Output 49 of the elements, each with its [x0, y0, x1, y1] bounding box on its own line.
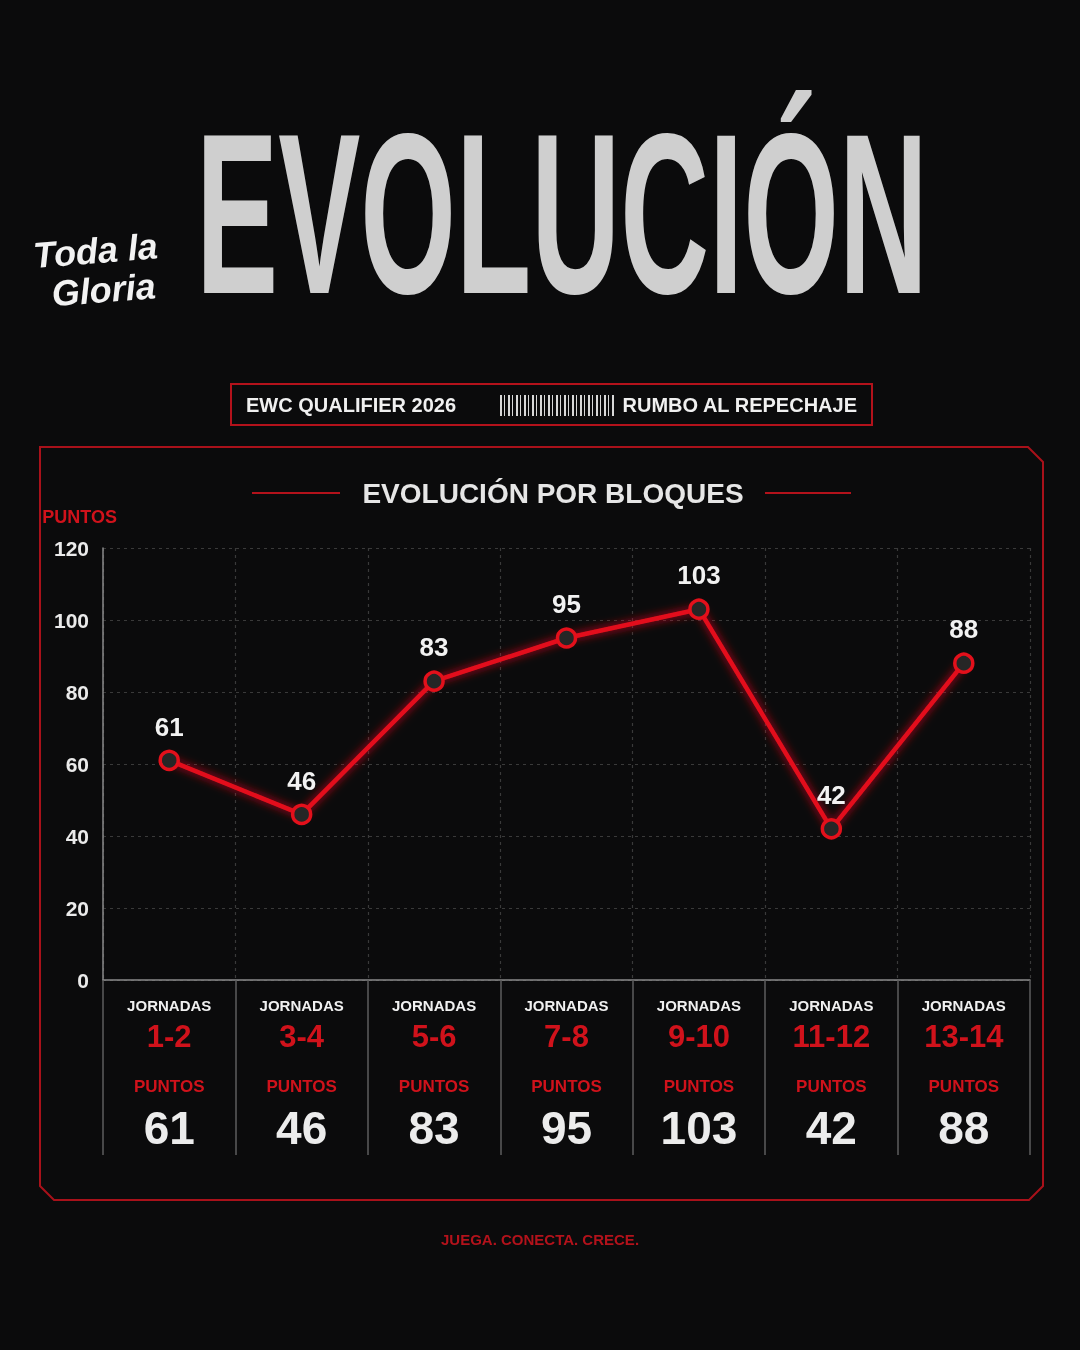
text: RUMBO AL REPECHAJE — [622, 394, 857, 416]
text: JUEGA. CONECTA. CRECE. — [440, 1230, 640, 1248]
x-tick-label: JORNADAS 11-12 — [789, 996, 874, 1054]
y-tick-label: 120 — [53, 536, 89, 560]
text: PUNTOS — [796, 1076, 867, 1096]
y-tick-label: 100 — [53, 608, 89, 632]
text: Toda la Gloria — [31, 224, 170, 315]
x-tick-label: JORNADAS 7-8 — [524, 996, 609, 1054]
data-label: 46 — [276, 1102, 328, 1154]
data-label: 103 — [660, 1102, 738, 1154]
y-axis-title: PUNTOS — [42, 507, 117, 527]
x-tick-label: JORNADAS 3-4 — [259, 996, 344, 1054]
text: 83 — [419, 632, 449, 663]
data-label: 83 — [408, 1102, 460, 1154]
text: 95 — [552, 589, 581, 620]
text: 61 — [154, 711, 184, 742]
y-tick-label: 80 — [65, 680, 89, 704]
point — [423, 670, 445, 692]
point — [688, 598, 710, 620]
data-label: 61 — [143, 1102, 195, 1154]
data-label: 88 — [938, 1102, 990, 1154]
text: PUNTOS — [928, 1076, 1000, 1096]
point — [158, 749, 180, 772]
y-tick-label: 0 — [77, 968, 89, 992]
x-tick-label: JORNADAS 9-10 — [656, 996, 742, 1054]
text: PUNTOS — [398, 1076, 470, 1096]
point — [953, 652, 975, 674]
point — [290, 803, 313, 826]
text: 46 — [287, 765, 317, 796]
text: 42 — [816, 780, 846, 811]
text: EVOLUCIÓN — [196, 86, 928, 342]
text: PUNTOS — [663, 1076, 735, 1096]
y-tick-label: 60 — [65, 752, 89, 776]
data-label: 95 — [540, 1102, 593, 1154]
y-tick-label: 20 — [65, 896, 89, 920]
text: 103 — [677, 560, 721, 591]
text: PUNTOS — [531, 1076, 602, 1096]
x-tick-label: JORNADAS 13-14 — [921, 996, 1006, 1054]
text: EWC QUALIFIER 2026 — [246, 394, 457, 416]
point — [820, 818, 843, 840]
x-tick-label: JORNADAS 5-6 — [391, 996, 477, 1054]
point — [555, 627, 578, 649]
x-tick-label: JORNADAS 1-2 — [127, 996, 212, 1054]
text: PUNTOS — [133, 1076, 205, 1096]
text: PUNTOS — [266, 1076, 337, 1096]
chart-title: EVOLUCIÓN POR BLOQUES — [362, 477, 744, 509]
y-tick-label: 40 — [65, 824, 89, 848]
data-label: 42 — [805, 1102, 857, 1154]
text: 88 — [949, 614, 979, 645]
